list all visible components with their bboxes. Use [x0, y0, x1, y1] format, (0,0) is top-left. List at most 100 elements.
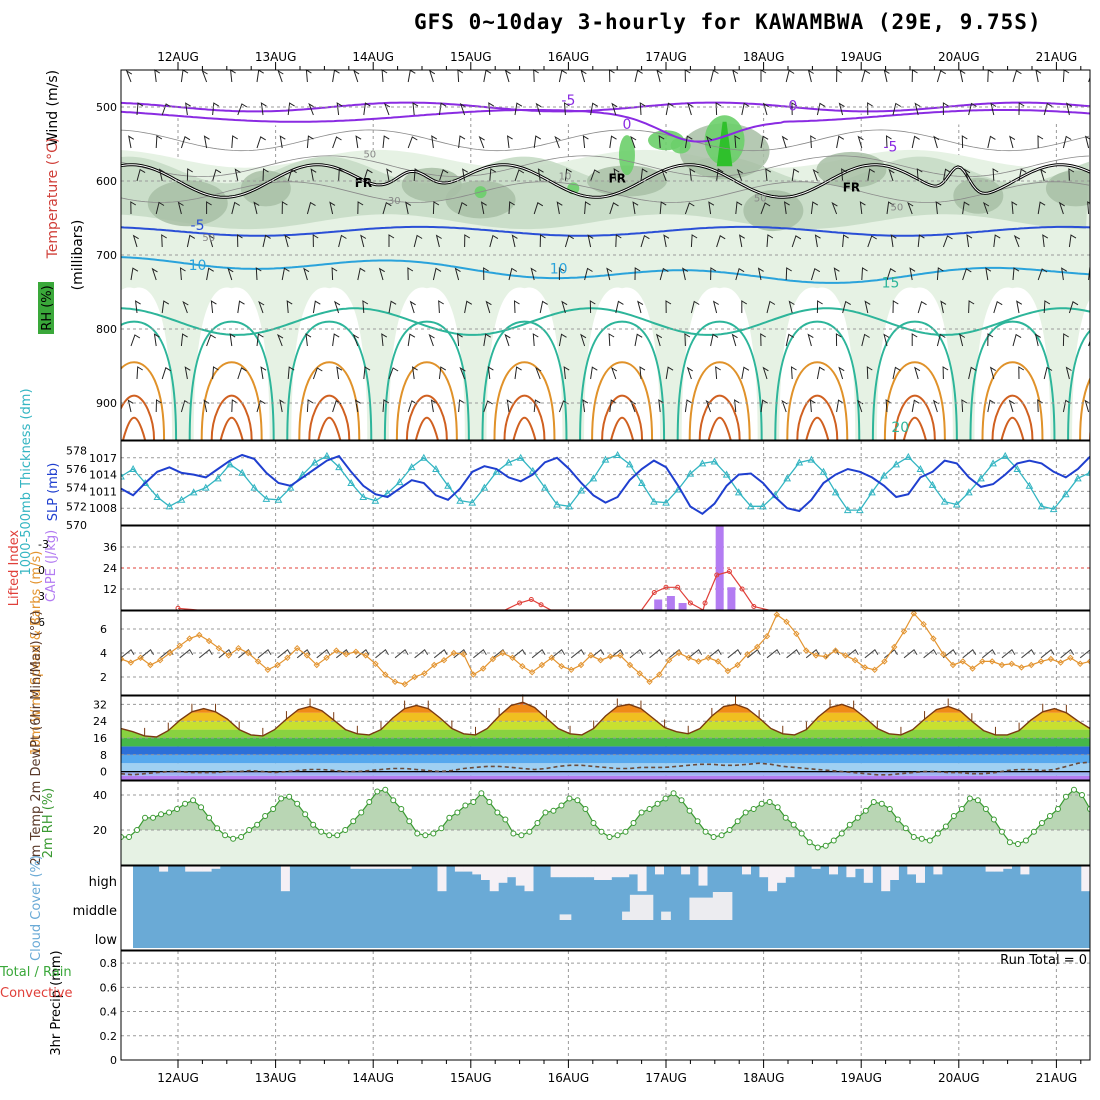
- isotherm-plume: [1079, 377, 1090, 441]
- wind10m-barb: [121, 649, 135, 659]
- rh2m-point: [910, 834, 917, 840]
- wind-barb: [734, 399, 740, 413]
- lifted-index-point: [663, 584, 669, 590]
- precip-y-tick: 0.2: [100, 1030, 118, 1043]
- wind-barb: [130, 334, 141, 347]
- rh2m-point: [430, 830, 437, 837]
- wind-barb: [710, 267, 717, 281]
- wind10m-point: [979, 658, 986, 665]
- thickness-point: [1037, 502, 1046, 510]
- rh2m-point: [1030, 828, 1037, 835]
- wind-barb: [532, 333, 539, 347]
- rh2m-panel: [121, 786, 1090, 865]
- wind10m-point: [754, 643, 761, 651]
- rh2m-point: [686, 807, 693, 814]
- wind-barb: [961, 399, 968, 413]
- cloud-high-gap: [889, 866, 899, 880]
- wind-barb: [942, 102, 949, 115]
- rh2m-point: [814, 844, 821, 851]
- precip-axis-label: 3hr Precip (mm): [49, 950, 64, 1055]
- rh2m-point: [734, 818, 741, 825]
- wind-barb: [883, 333, 890, 347]
- wind-barb: [1018, 168, 1027, 182]
- wind10m-point: [489, 655, 497, 663]
- wind-barb: [556, 201, 563, 215]
- cape-bar: [715, 526, 724, 610]
- thickness-point: [323, 451, 331, 459]
- wind10m-point: [1086, 658, 1090, 665]
- wind-barb: [287, 168, 297, 182]
- wind10m-barb: [1040, 649, 1055, 659]
- wind-barb: [332, 333, 340, 347]
- isotherm-plume: [591, 361, 654, 441]
- temp-y-tick: 24: [93, 715, 107, 728]
- wind-barb: [608, 333, 615, 347]
- thickness-point: [286, 483, 295, 491]
- isotherm-plume: [883, 361, 946, 441]
- date-label-top: 20AUG: [938, 50, 980, 64]
- wind-barb: [458, 135, 466, 149]
- wind-barb: [864, 300, 871, 314]
- thickness-axis-label: 1000-500mb Thickness (dm): [19, 388, 34, 575]
- cloud-mid-gap: [622, 911, 636, 920]
- rh2m-point: [942, 823, 949, 830]
- rh2m-point: [502, 816, 509, 823]
- wind10m-point: [342, 650, 350, 658]
- rh2m-point: [854, 814, 861, 821]
- wind-barb: [530, 267, 537, 281]
- wind10m-barb: [805, 649, 820, 659]
- wind-barb: [968, 366, 977, 380]
- wind-barb: [539, 300, 548, 314]
- wind-barb: [382, 135, 390, 149]
- wind10m-point: [431, 661, 438, 669]
- wind-barb: [656, 69, 663, 83]
- rh2m-point: [246, 827, 253, 833]
- wind-barb: [739, 234, 745, 248]
- wind-barb: [260, 366, 267, 380]
- thickness-point: [892, 460, 901, 468]
- wind-barb: [206, 201, 212, 214]
- wind-barb: [563, 102, 570, 116]
- wind-barb: [760, 202, 771, 215]
- lifted-index-point: [739, 586, 745, 592]
- thickness-point: [238, 468, 246, 476]
- isotherm-5: [121, 225, 1090, 237]
- wind-barb: [842, 300, 851, 314]
- thickness-point: [468, 498, 477, 506]
- wind-barb: [155, 201, 165, 215]
- wind-barb: [203, 399, 210, 413]
- rh2m-point: [542, 809, 549, 816]
- rh2m-point: [1014, 841, 1021, 847]
- rh2m-point: [870, 799, 877, 805]
- wind-barb: [153, 333, 160, 347]
- date-label-bottom: 15AUG: [450, 1071, 492, 1085]
- rh2m-point: [830, 837, 837, 844]
- wind-barb: [1016, 300, 1023, 314]
- wind-barb: [206, 267, 214, 281]
- wind10m-point: [333, 647, 340, 654]
- wind-barb: [655, 333, 663, 347]
- lifted-index-point: [687, 600, 693, 606]
- rh2m-point: [1046, 813, 1053, 819]
- wind-barb: [734, 135, 741, 149]
- thickness-point: [492, 467, 501, 475]
- wind-barb: [279, 135, 286, 149]
- wind-barb: [866, 366, 873, 380]
- wind-barb: [514, 102, 523, 116]
- wind-barb: [741, 102, 750, 116]
- wind-barb: [609, 135, 617, 149]
- panel-frame-cape: [120, 525, 1091, 611]
- wind-barb: [1013, 234, 1021, 248]
- wind10m-barb: [1079, 649, 1090, 659]
- isotherm-label: 10: [550, 262, 568, 278]
- thickness-point: [577, 486, 586, 494]
- lifted-index-point: [751, 604, 757, 609]
- rh2m-point: [182, 800, 189, 807]
- wind-barb: [362, 300, 369, 314]
- cape-bar: [727, 587, 736, 610]
- wind-barb: [861, 267, 868, 281]
- slp-series-line: [121, 453, 1090, 516]
- rh2m-point: [318, 828, 325, 835]
- cape-bar: [654, 599, 663, 610]
- rh-shade-dark: [147, 180, 228, 227]
